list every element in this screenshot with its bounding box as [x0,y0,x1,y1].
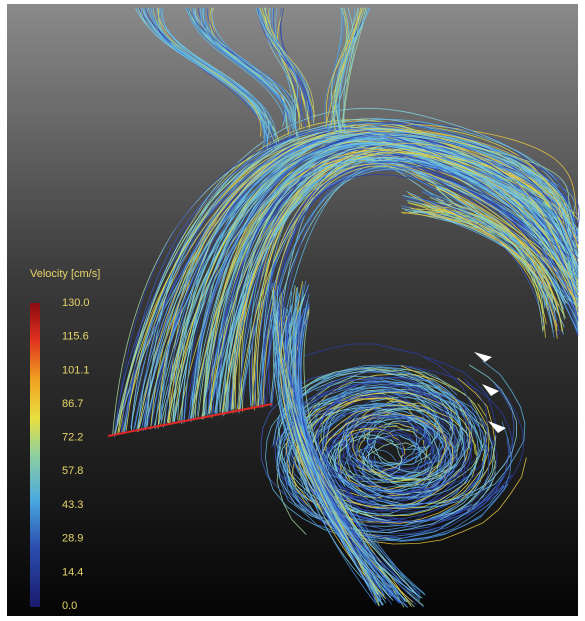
colorbar-tick-label: 101.1 [62,364,90,376]
page: Velocity [cm/s] 130.0 115.6 101.1 86.7 72.2 5… [0,0,585,621]
colorbar-title: Velocity [cm/s] [30,268,100,280]
colorbar-tick-label: 14.4 [62,566,83,578]
colorbar-tick-label: 28.9 [62,533,83,545]
colorbar-tick-label: 130.0 [62,297,90,309]
colorbar-tick-label: 0.0 [62,600,77,612]
colorbar-tick-label: 57.8 [62,465,83,477]
background [7,4,578,616]
flow-visualization: Velocity [cm/s] 130.0 115.6 101.1 86.7 72.2 5… [0,0,585,621]
colorbar [30,303,40,607]
colorbar-tick-label: 115.6 [62,330,89,342]
colorbar-tick-label: 72.2 [62,432,83,444]
colorbar-tick-label: 86.7 [62,398,83,410]
colorbar-tick-label: 43.3 [62,499,83,511]
